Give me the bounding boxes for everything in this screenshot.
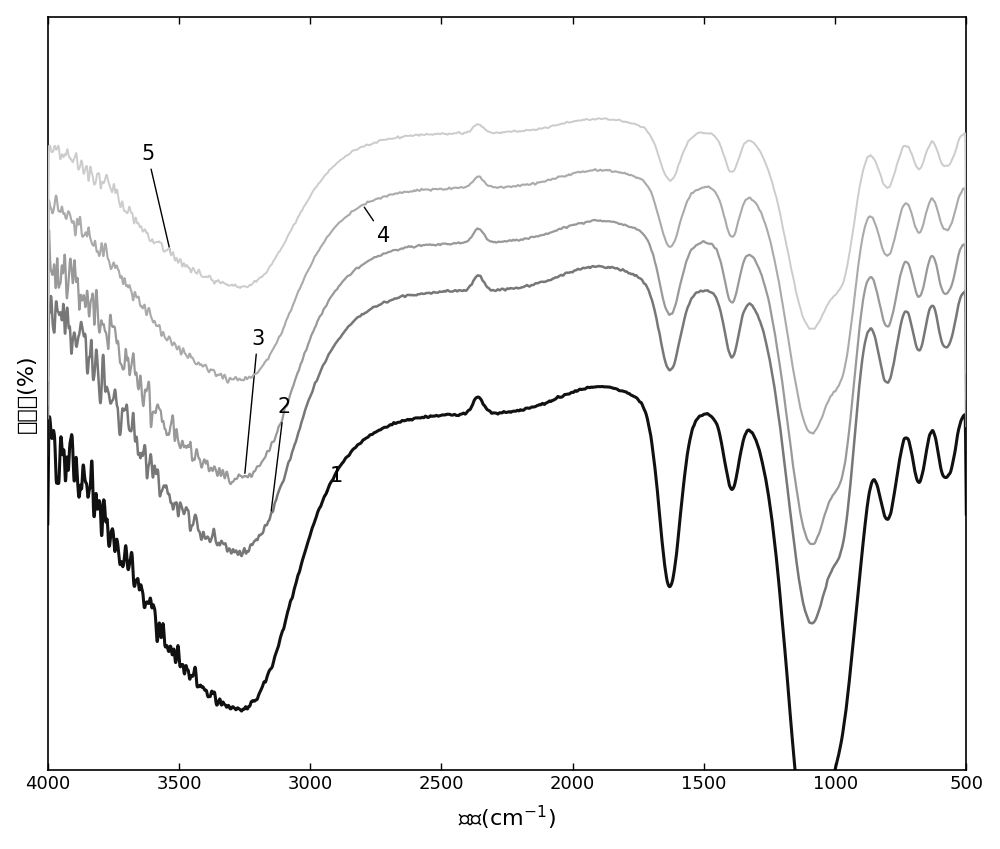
X-axis label: 波数(cm$^{-1}$): 波数(cm$^{-1}$) bbox=[458, 804, 556, 832]
Text: 5: 5 bbox=[141, 143, 170, 253]
Text: 2: 2 bbox=[271, 397, 291, 511]
Text: 4: 4 bbox=[364, 207, 390, 246]
Text: 3: 3 bbox=[245, 329, 264, 473]
Text: 1: 1 bbox=[325, 465, 343, 497]
Y-axis label: 透过率(%): 透过率(%) bbox=[17, 354, 37, 433]
